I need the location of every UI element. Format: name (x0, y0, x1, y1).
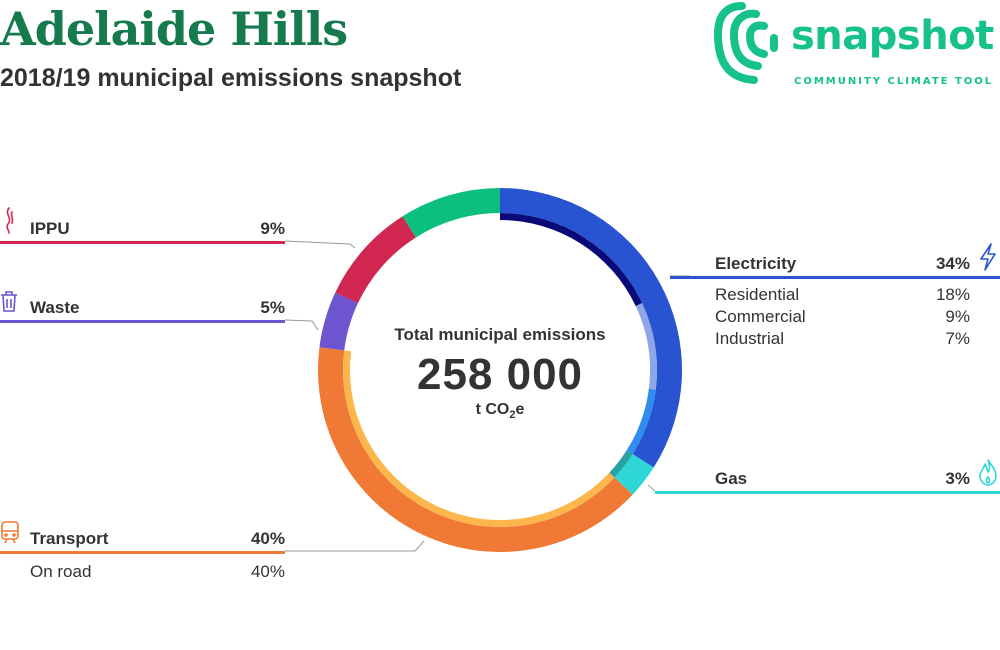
inner-slice-industrial (626, 388, 656, 455)
legend-waste-value: 5% (260, 298, 285, 317)
snapshot-logo-icon (714, 2, 778, 84)
legend-on-road: On road 40% (30, 562, 285, 584)
outer-slice-waste (319, 292, 358, 351)
legend-electricity-value: 34% (935, 254, 970, 273)
inner-slice-commercial (635, 303, 658, 390)
page-title: Adelaide Hills (0, 2, 348, 56)
outer-slice-gas (614, 454, 654, 495)
smoke-icon (6, 207, 14, 234)
page-subtitle: 2018/19 municipal emissions snapshot (0, 64, 462, 92)
trash-icon (1, 291, 17, 312)
brand-name: snapshot (791, 13, 994, 59)
legend-industrial: Industrial 7% (715, 329, 970, 351)
legend-gas-name: Gas (715, 469, 748, 488)
total-emissions-value: 258 000 (416, 350, 584, 399)
flame-icon (979, 459, 997, 486)
legend-transport-value: 40% (250, 529, 285, 548)
inner-slice-gas (609, 450, 633, 478)
inner-slice-residential (500, 213, 643, 307)
legend-transport-name: Transport (30, 529, 109, 548)
leader-transport (285, 540, 425, 552)
outer-slice-agriculture (402, 188, 500, 238)
legend-electricity-underline (670, 276, 1000, 279)
brand-tagline: COMMUNITY CLIMATE TOOL (794, 76, 994, 87)
legend-waste: Waste 5% (30, 298, 285, 320)
outer-slice-ippu (335, 216, 416, 304)
leader-gas (647, 484, 656, 492)
legend-on-road-value: 40% (250, 562, 285, 581)
legend-gas-value: 3% (945, 469, 970, 488)
legend-ippu: IPPU 9% (30, 219, 285, 241)
leader-ippu (284, 240, 356, 249)
legend-on-road-name: On road (30, 562, 92, 581)
legend-gas-underline (655, 491, 1000, 494)
legend-industrial-name: Industrial (715, 329, 784, 348)
legend-ippu-name: IPPU (30, 219, 70, 238)
legend-commercial: Commercial 9% (715, 307, 970, 329)
legend-residential: Residential 18% (715, 285, 970, 307)
legend-residential-value: 18% (935, 285, 970, 304)
outer-slice-transport (318, 347, 633, 553)
legend-ippu-underline (0, 241, 285, 244)
legend-commercial-name: Commercial (715, 307, 806, 326)
lightning-icon (980, 243, 996, 271)
total-emissions-unit: t CO2e (475, 401, 525, 422)
legend-waste-name: Waste (30, 298, 80, 317)
legend-ippu-value: 9% (260, 219, 285, 238)
legend-electricity-name: Electricity (715, 254, 797, 273)
legend-transport: Transport 40% (30, 529, 285, 551)
legend-waste-underline (0, 320, 285, 323)
legend-residential-name: Residential (715, 285, 800, 304)
total-emissions-label: Total municipal emissions (394, 325, 606, 344)
legend-transport-underline (0, 551, 285, 554)
legend-gas: Gas 3% (715, 469, 970, 491)
legend-industrial-value: 7% (945, 329, 970, 348)
outer-slice-electricity (500, 188, 682, 468)
legend-electricity: Electricity 34% (715, 254, 970, 276)
legend-commercial-value: 9% (945, 307, 970, 326)
leader-waste (284, 319, 319, 331)
train-icon (1, 521, 19, 544)
